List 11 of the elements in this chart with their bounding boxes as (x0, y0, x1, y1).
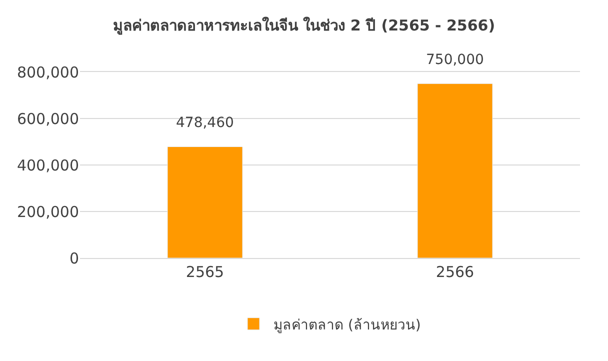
data-label: 750,000 (426, 52, 484, 68)
data-label: 478,460 (176, 115, 234, 131)
x-tick-label: 2565 (186, 263, 224, 281)
legend-label: มูลค่าตลาด (ล้านหยวน) (274, 317, 421, 334)
y-tick-label: 600,000 (16, 110, 79, 128)
y-tick-label: 800,000 (16, 63, 79, 82)
y-tick-label: 200,000 (16, 202, 79, 221)
y-tick-label: 400,000 (16, 156, 79, 174)
y-tick-label: 0 (69, 249, 79, 268)
chart-title: มูลค่าตลาดอาหารทะเลในจีน ในช่วง 2 ปี (2565 - 2566) (112, 16, 496, 36)
x-tick-label: 2566 (436, 263, 474, 281)
